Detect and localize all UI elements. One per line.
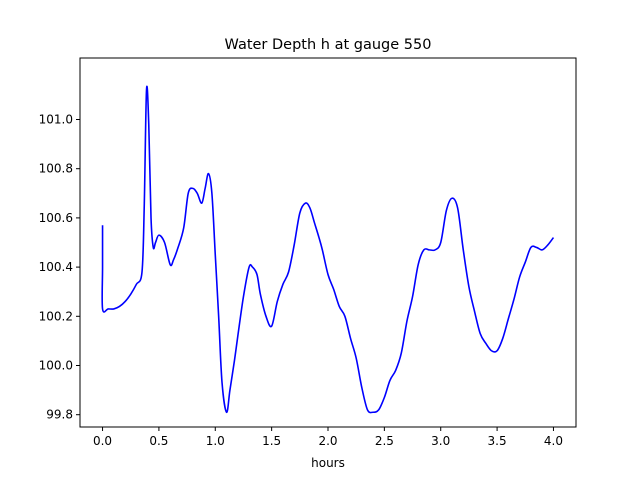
x-tick-label: 2.0 [318,434,337,448]
x-axis-label: hours [311,456,345,470]
y-tick-label: 99.8 [46,408,73,422]
series-line [101,85,555,414]
y-tick-label: 100.0 [39,359,73,373]
x-tick-label: 3.5 [488,434,507,448]
x-tick-label: 2.5 [375,434,394,448]
y-tick-label: 100.8 [39,162,73,176]
x-tick-label: 1.0 [206,434,225,448]
chart-title: Water Depth h at gauge 550 [225,37,432,53]
y-tick-label: 100.4 [39,260,73,274]
x-tick-label: 3.0 [431,434,450,448]
plot-frame [79,57,577,428]
x-tick-label: 4.0 [544,434,563,448]
y-axis-ticks: 99.8 100.0 100.2 100.4 100.6 100.8 101.0 [39,113,80,422]
x-tick-label: 0.5 [149,434,168,448]
x-axis-ticks: 0.0 0.5 1.0 1.5 2.0 2.5 3.0 3.5 4.0 [93,427,563,448]
x-tick-label: 1.5 [262,434,281,448]
series-layer [101,85,555,414]
y-tick-label: 100.2 [39,309,73,323]
x-tick-label: 0.0 [93,434,112,448]
y-tick-label: 101.0 [39,113,73,127]
y-tick-label: 100.6 [39,211,73,225]
